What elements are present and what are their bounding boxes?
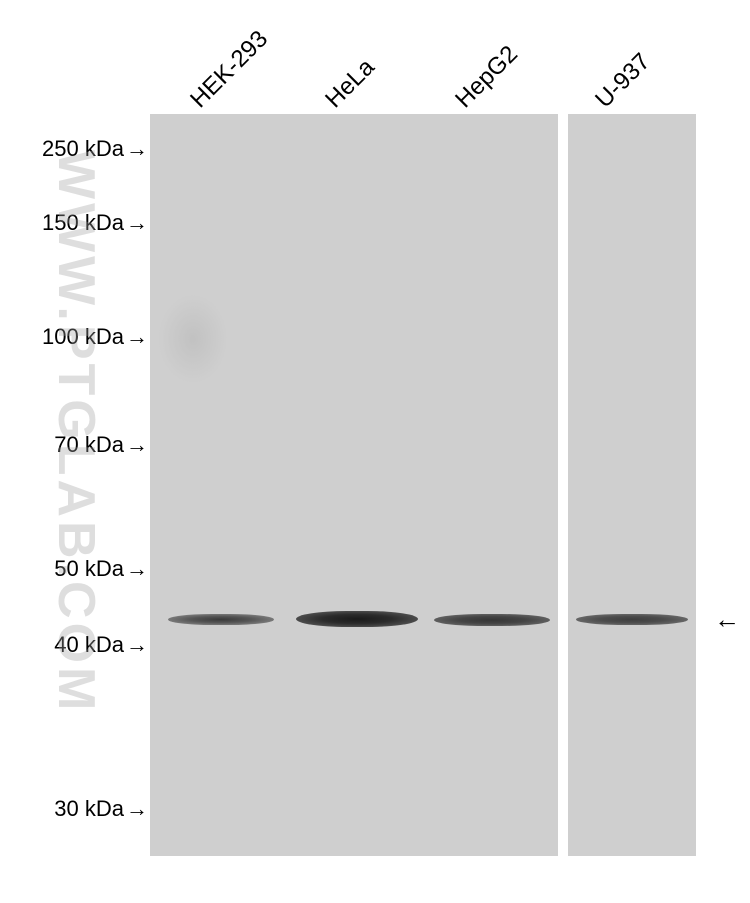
mw-label: 50 kDa [54,556,124,582]
figure-container: HEK-293 HeLa HepG2 U-937 250 kDa→ 150 kD… [0,0,750,903]
arrow-right-icon: → [126,432,148,458]
protein-band [168,614,274,625]
mw-tick: 70 kDa→ [54,432,148,458]
lane-label: HeLa [320,54,380,114]
mw-label: 40 kDa [54,632,124,658]
mw-label: 30 kDa [54,796,124,822]
lane-label: U-937 [590,48,656,114]
mw-label: 250 kDa [42,136,124,162]
arrow-right-icon: → [126,210,148,236]
mw-tick: 30 kDa→ [54,796,148,822]
mw-label: 150 kDa [42,210,124,236]
arrow-right-icon: → [126,324,148,350]
protein-band [576,614,688,625]
mw-label: 70 kDa [54,432,124,458]
mw-tick: 50 kDa→ [54,556,148,582]
membrane-panel [568,114,696,856]
band-indicator-arrow-icon: ← [714,604,740,635]
protein-band [434,614,550,626]
panel-gap [558,114,568,856]
arrow-right-icon: → [126,136,148,162]
protein-band [296,611,418,627]
arrow-right-icon: → [126,632,148,658]
mw-tick: 150 kDa→ [42,210,148,236]
lane-label: HEK-293 [185,25,274,114]
mw-tick: 250 kDa→ [42,136,148,162]
lane-label: HepG2 [450,40,524,114]
mw-tick: 100 kDa→ [42,324,148,350]
arrow-right-icon: → [126,796,148,822]
mw-tick: 40 kDa→ [54,632,148,658]
mw-label: 100 kDa [42,324,124,350]
molecular-weight-axis: 250 kDa→ 150 kDa→ 100 kDa→ 70 kDa→ 50 kD… [0,0,148,903]
smudge-artifact [158,294,228,384]
arrow-right-icon: → [126,556,148,582]
blot-area [150,114,710,856]
membrane-panel [150,114,558,856]
